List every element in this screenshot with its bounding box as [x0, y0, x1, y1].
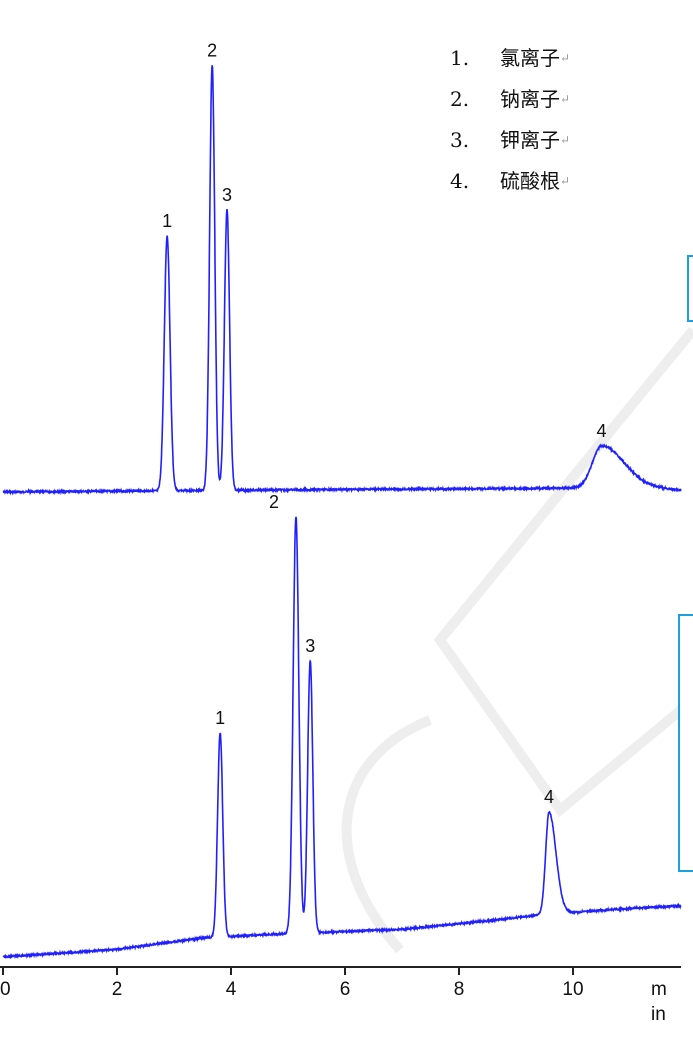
x-tick-label: 10	[562, 979, 583, 1000]
x-tick-label: 2	[112, 979, 123, 1000]
chromatogram-top: 1 2 3 4	[2, 40, 682, 496]
x-axis: 0 2 4 6 8 10	[0, 966, 681, 1000]
legend-number: 4.	[450, 169, 470, 193]
watermark	[341, 326, 693, 954]
legend-number: 1.	[450, 46, 470, 70]
peak-label: 4	[596, 421, 606, 441]
text-box-edge	[678, 614, 693, 872]
legend-label: 钠离子	[500, 87, 560, 111]
legend-number: 3.	[450, 128, 470, 152]
paragraph-mark: ↵	[560, 92, 571, 106]
x-tick-label: 8	[454, 979, 465, 1000]
x-tick-label: 4	[226, 979, 237, 1000]
legend-label: 氯离子	[500, 46, 560, 70]
x-tick-label: 0	[0, 979, 11, 1000]
legend-item: 4. 硫酸根 ↵	[450, 161, 570, 202]
signal-trace	[2, 65, 682, 496]
legend-number: 2.	[450, 87, 470, 111]
peak-label: 2	[207, 40, 217, 60]
peak-label: 1	[215, 708, 225, 728]
chromatogram-bottom: 1 2 3 4	[2, 492, 682, 960]
paragraph-mark: ↵	[560, 133, 571, 147]
legend-label: 钾离子	[500, 128, 560, 152]
paragraph-mark: ↵	[560, 174, 571, 188]
legend-item: 2. 钠离子 ↵	[450, 79, 570, 120]
peak-label: 3	[305, 636, 315, 656]
peak-label: 1	[162, 211, 172, 231]
peak-label: 3	[222, 185, 232, 205]
text-box-edge	[687, 255, 693, 322]
legend-item: 3. 钾离子 ↵	[450, 120, 570, 161]
x-tick-label: 6	[340, 979, 351, 1000]
legend-label: 硫酸根	[500, 169, 560, 193]
peak-label: 4	[544, 787, 554, 807]
legend-item: 1. 氯离子 ↵	[450, 38, 570, 79]
paragraph-mark: ↵	[560, 51, 571, 65]
peak-label: 2	[269, 492, 279, 512]
x-axis-unit-line2: in	[651, 1004, 666, 1025]
legend: 1. 氯离子 ↵ 2. 钠离子 ↵ 3. 钾离子 ↵ 4. 硫酸根 ↵	[450, 38, 570, 202]
signal-trace	[2, 516, 682, 960]
x-axis-unit-line1: m	[651, 979, 667, 1000]
